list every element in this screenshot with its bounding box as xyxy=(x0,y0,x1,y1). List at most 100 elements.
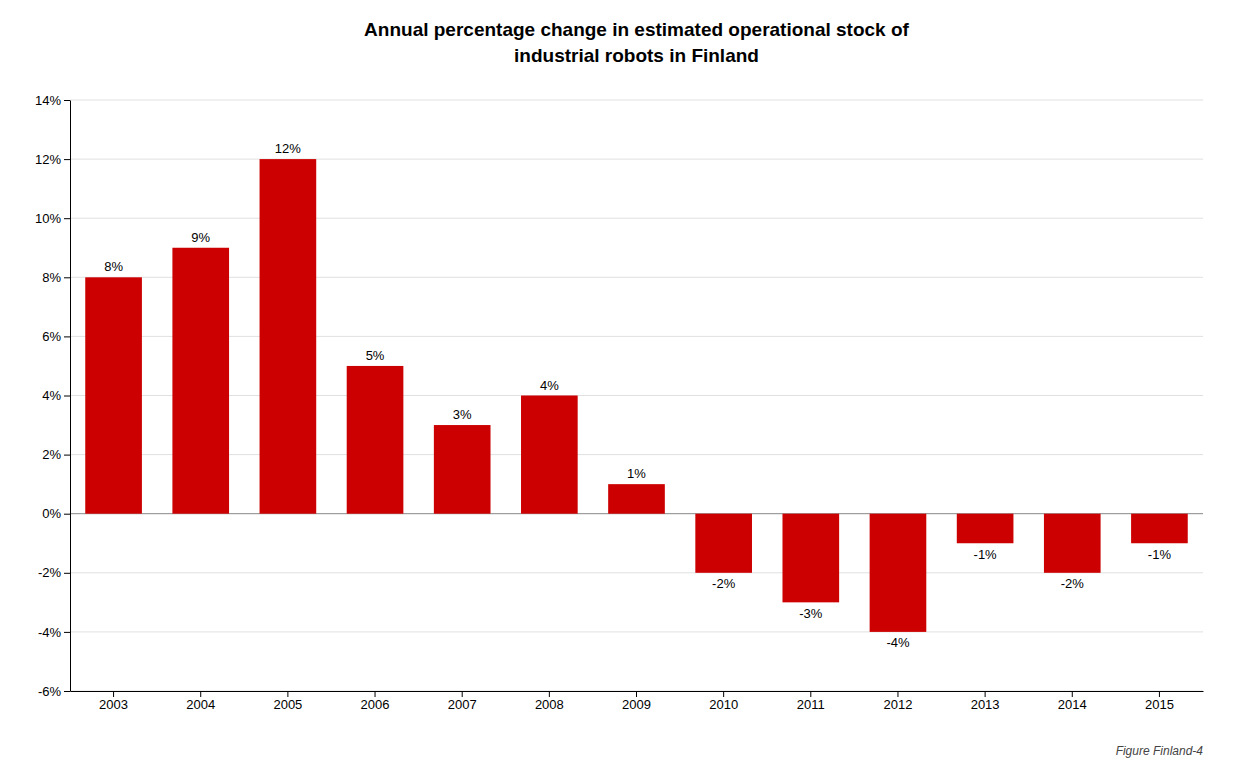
x-tick-mark xyxy=(113,691,114,697)
y-tick-mark xyxy=(64,159,70,160)
y-axis-line xyxy=(70,101,71,692)
y-tick: 14% xyxy=(35,93,70,108)
y-tick-label: -4% xyxy=(38,625,62,640)
x-tick: 2005 xyxy=(273,691,302,712)
title: Annual percentage change in estimated op… xyxy=(364,19,909,66)
x-tick-label: 2006 xyxy=(361,697,390,712)
x-tick-mark xyxy=(375,691,376,697)
data-label: -3% xyxy=(799,606,823,621)
bar xyxy=(1044,514,1101,573)
grid-line xyxy=(70,100,1203,101)
y-tick-mark xyxy=(64,218,70,219)
grid-line xyxy=(70,572,1203,573)
x-tick-mark xyxy=(1072,691,1073,697)
x-tick-label: 2012 xyxy=(884,697,913,712)
x-tick: 2007 xyxy=(448,691,477,712)
grid-line xyxy=(70,218,1203,219)
grid-line xyxy=(70,277,1203,278)
y-tick-mark xyxy=(64,514,70,515)
x-tick-mark xyxy=(1159,691,1160,697)
y-tick-label: 0% xyxy=(42,506,61,521)
x-tick-mark xyxy=(287,691,288,697)
y-tick: -4% xyxy=(38,625,70,640)
y-tick-label: -6% xyxy=(38,684,62,699)
y-tick-label: 14% xyxy=(35,93,61,108)
x-tick-mark xyxy=(897,691,898,697)
bar xyxy=(957,514,1014,544)
bar xyxy=(172,248,229,514)
x-tick: 2003 xyxy=(99,691,128,712)
y-tick: 6% xyxy=(42,329,70,344)
y-tick-mark xyxy=(64,100,70,101)
data-label: 12% xyxy=(275,141,301,156)
data-label: 1% xyxy=(627,466,646,481)
x-tick-label: 2004 xyxy=(186,697,215,712)
x-tick-label: 2005 xyxy=(273,697,302,712)
x-tick-label: 2009 xyxy=(622,697,651,712)
data-label: -1% xyxy=(974,547,998,562)
x-tick: 2010 xyxy=(709,691,738,712)
y-tick-label: 12% xyxy=(35,152,61,167)
x-tick: 2004 xyxy=(186,691,215,712)
grid-line xyxy=(70,159,1203,160)
x-tick-mark xyxy=(723,691,724,697)
x-tick: 2011 xyxy=(797,691,825,712)
x-tick: 2013 xyxy=(971,691,1000,712)
x-tick-label: 2011 xyxy=(797,697,825,712)
data-label: 3% xyxy=(453,407,472,422)
data-labels: 8%9%12%5%3%4%1%-2%-3%-4%-1%-2%-1% xyxy=(104,141,1171,650)
bar xyxy=(870,514,927,632)
bar xyxy=(608,484,665,514)
data-label: 4% xyxy=(540,378,559,393)
x-tick: 2015 xyxy=(1145,691,1174,712)
data-label: 9% xyxy=(191,230,210,245)
x-tick: 2009 xyxy=(622,691,651,712)
y-tick: 2% xyxy=(42,447,70,462)
grid-line xyxy=(70,454,1203,455)
bar xyxy=(521,396,578,514)
x-tick-label: 2014 xyxy=(1058,697,1087,712)
x-tick: 2006 xyxy=(361,691,390,712)
x-tick-label: 2008 xyxy=(535,697,564,712)
grid-line xyxy=(70,336,1203,337)
caption: Figure Finland-4 xyxy=(1116,744,1204,758)
x-tick-mark xyxy=(636,691,637,697)
y-tick-label: 6% xyxy=(42,329,61,344)
bar xyxy=(260,159,317,514)
bar xyxy=(347,366,404,514)
y-tick: 12% xyxy=(35,152,70,167)
title-line: Annual percentage change in estimated op… xyxy=(364,19,909,40)
data-label: 5% xyxy=(366,348,385,363)
x-tick: 2012 xyxy=(884,691,913,712)
y-tick: -2% xyxy=(38,565,70,580)
y-tick-mark xyxy=(64,632,70,633)
x-tick: 2008 xyxy=(535,691,564,712)
bar xyxy=(695,514,752,573)
x-tick-label: 2013 xyxy=(971,697,1000,712)
data-label: -2% xyxy=(1061,576,1085,591)
x-tick-label: 2010 xyxy=(709,697,738,712)
x-tick-label: 2007 xyxy=(448,697,477,712)
y-tick-label: 2% xyxy=(42,447,61,462)
y-tick-label: 10% xyxy=(35,211,61,226)
x-tick-mark xyxy=(810,691,811,697)
y-tick: 0% xyxy=(42,506,70,521)
x-tick-label: 2003 xyxy=(99,697,128,712)
bars xyxy=(85,159,1187,632)
y-tick-mark xyxy=(64,277,70,278)
grid-line xyxy=(70,631,1203,632)
y-tick: 4% xyxy=(42,388,70,403)
x-tick-mark xyxy=(462,691,463,697)
y-tick-label: 4% xyxy=(42,388,61,403)
chart: -6%-4%-2%0%2%4%6%8%10%12%14%200320042005… xyxy=(0,0,1243,771)
y-tick-mark xyxy=(64,691,70,692)
data-label: -4% xyxy=(886,635,910,650)
grid-line xyxy=(70,395,1203,396)
y-tick-mark xyxy=(64,336,70,337)
x-tick-mark xyxy=(985,691,986,697)
grid xyxy=(70,100,1203,691)
bar xyxy=(85,277,142,513)
data-label: -2% xyxy=(712,576,736,591)
bar xyxy=(1131,514,1188,544)
bar xyxy=(434,425,491,514)
